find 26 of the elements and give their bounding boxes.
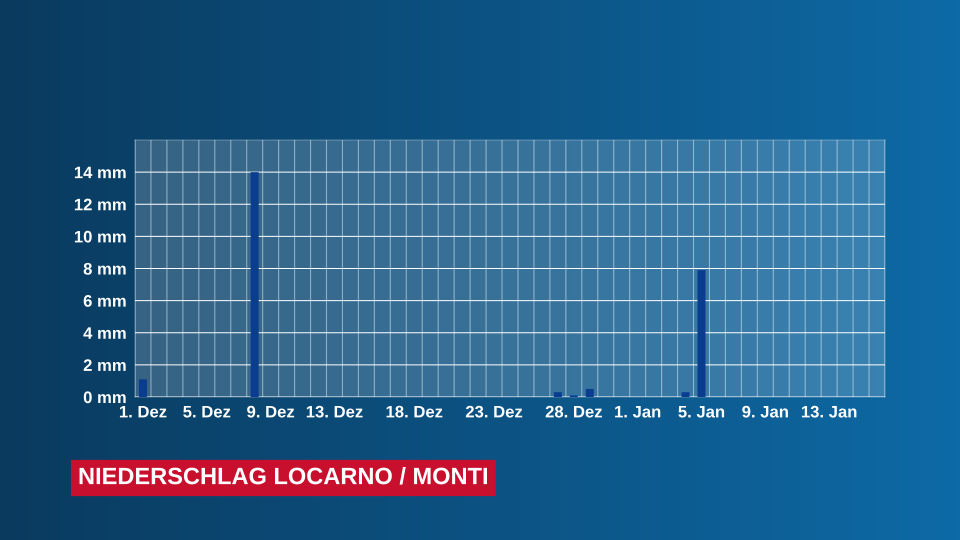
x-tick-label: 23. Dez [466,406,522,418]
bar [554,392,562,397]
bar [138,379,147,397]
x-tick-label: 1. Jan [615,406,660,418]
y-tick-label: 6 mm [84,295,126,307]
y-tick-label: 10 mm [74,230,126,243]
bar [586,388,594,397]
bar [250,172,259,397]
y-tick-label: 0 mm [84,391,126,404]
y-tick-label: 2 mm [84,359,126,371]
x-tick-label: 9. Dez [247,406,294,418]
x-tick-label: 13. Jan [802,406,856,418]
x-tick-label: 9. Jan [742,406,788,418]
x-tick-label: 1. Dez [120,406,166,418]
y-tick-label: 4 mm [83,327,126,339]
x-tick-label: 13. Dez [306,406,363,418]
x-tick-label: 18. Dez [386,406,442,418]
x-tick-label: 5. Jan [678,406,724,418]
bar [698,270,706,397]
bar [682,392,690,397]
y-tick-label: 12 mm [74,198,126,210]
x-tick-label: 5. Dez [183,406,230,418]
y-tick-label: 8 mm [84,262,126,275]
x-tick-label: 28. Dez [546,406,602,418]
y-tick-label: 14 mm [74,166,126,178]
text: NIEDERSCHLAG LOCARNO / MONTI [80,466,487,485]
